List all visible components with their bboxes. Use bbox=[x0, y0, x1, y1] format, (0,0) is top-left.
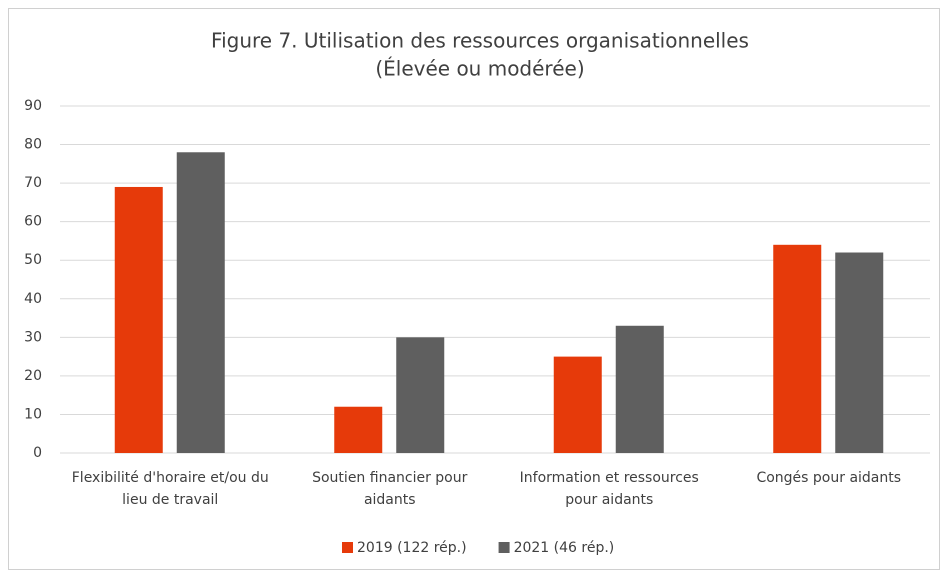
chart-subtitle: (Élevée ou modérée) bbox=[375, 57, 584, 81]
y-tick-label: 30 bbox=[24, 329, 42, 345]
y-tick-label: 20 bbox=[24, 368, 42, 384]
x-tick-label: Congés pour aidants bbox=[756, 470, 902, 486]
y-tick-label: 40 bbox=[24, 291, 42, 307]
y-tick-label: 70 bbox=[24, 175, 42, 191]
bar bbox=[396, 337, 445, 453]
bar bbox=[553, 356, 602, 453]
x-tick-label: Soutien financier pour aidants bbox=[312, 470, 468, 508]
bar bbox=[334, 406, 383, 453]
legend-label: 2021 (46 rép.) bbox=[514, 540, 615, 556]
chart-title: Figure 7. Utilisation des ressources org… bbox=[211, 29, 749, 53]
bar bbox=[835, 252, 884, 453]
legend-swatch bbox=[342, 542, 353, 553]
y-tick-label: 90 bbox=[24, 98, 42, 114]
bar bbox=[615, 325, 664, 453]
y-tick-label: 80 bbox=[24, 137, 42, 153]
bar bbox=[114, 186, 163, 453]
y-tick-label: 50 bbox=[24, 252, 42, 268]
y-tick-label: 60 bbox=[24, 214, 42, 230]
y-tick-label: 0 bbox=[33, 445, 42, 461]
x-tick-label: Information et ressources pour aidants bbox=[519, 470, 699, 508]
bar bbox=[176, 152, 225, 453]
bar bbox=[773, 244, 822, 453]
x-tick-label: Flexibilité d'horaire et/ou du lieu de t… bbox=[71, 470, 269, 508]
y-tick-label: 10 bbox=[24, 406, 42, 422]
legend-label: 2019 (122 rép.) bbox=[357, 540, 467, 556]
legend-swatch bbox=[498, 542, 510, 553]
